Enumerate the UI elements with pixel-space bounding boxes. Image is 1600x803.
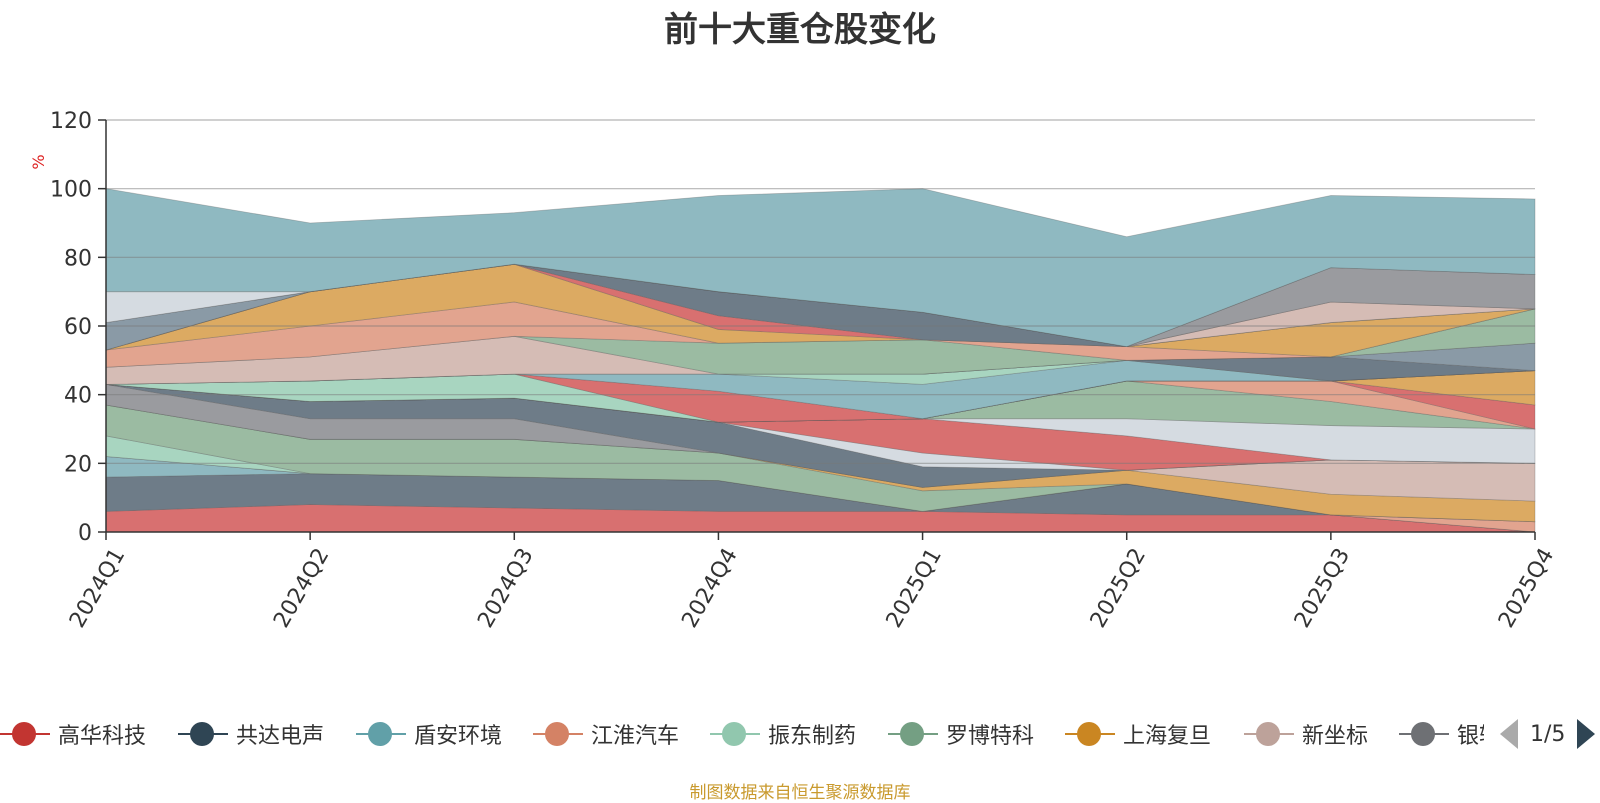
area-series-35 — [105, 188, 1536, 348]
y-tick-label: 0 — [78, 521, 92, 546]
next-page-icon[interactable] — [1577, 719, 1596, 749]
legend-item[interactable]: 共达电声 — [178, 712, 324, 756]
x-tick-label: 2025Q3 — [1290, 544, 1355, 632]
source-note: 制图数据来自恒生聚源数据库 — [689, 783, 911, 803]
legend-item[interactable]: 上海复旦 — [1065, 712, 1211, 756]
y-tick-label: 60 — [64, 315, 92, 340]
legend-marker-icon — [178, 722, 228, 746]
x-tick-label: 2024Q4 — [677, 544, 742, 632]
legend-marker-icon — [533, 722, 583, 746]
legend-marker-icon — [0, 722, 50, 746]
area-series-25 — [105, 335, 1536, 385]
legend-label: 振东制药 — [768, 724, 857, 749]
legend-item[interactable]: 高华科技 — [0, 712, 146, 756]
x-tick-label: 2025Q4 — [1494, 544, 1559, 632]
legend-items: 高华科技 共达电声 盾安环境 江淮汽车 振东制药 罗博特科 上海复旦 新坐标 银轮股份 — [0, 712, 1484, 756]
legend: 高华科技 共达电声 盾安环境 江淮汽车 振东制药 罗博特科 上海复旦 新坐标 银轮股份 1/5 — [0, 712, 1600, 756]
legend-item[interactable]: 江淮汽车 — [533, 712, 679, 756]
legend-marker-icon — [710, 722, 760, 746]
legend-marker-icon — [1065, 722, 1115, 746]
legend-label: 共达电声 — [236, 724, 325, 749]
area-series-24 — [105, 342, 1536, 385]
area-series-4 — [105, 456, 1536, 533]
legend-marker-icon — [1244, 722, 1294, 746]
y-tick-label: 80 — [64, 246, 92, 271]
legend-item[interactable]: 银轮股份 — [1399, 712, 1484, 756]
chart-plot: % 0 20 40 60 80 100 120 2024Q1 2024Q2 2024Q3 2024Q… — [29, 109, 1559, 632]
legend-page-indicator: 1/5 — [1530, 721, 1566, 747]
x-tick-label: 2024Q2 — [269, 544, 334, 632]
x-tick-label: 2024Q1 — [65, 544, 130, 632]
area-series-33 — [105, 263, 1536, 348]
previous-page-icon[interactable] — [1500, 719, 1518, 749]
legend-marker-icon — [356, 722, 406, 746]
y-axis-unit: % — [29, 154, 48, 169]
legend-label: 盾安环境 — [414, 724, 503, 749]
x-tick-label: 2025Q1 — [882, 544, 947, 632]
legend-label: 上海复旦 — [1123, 724, 1212, 749]
x-tick-label: 2025Q2 — [1086, 544, 1151, 632]
y-tick-label: 100 — [50, 178, 92, 203]
area-series — [105, 188, 1536, 533]
legend-label: 高华科技 — [58, 724, 147, 749]
legend-item[interactable]: 振东制药 — [710, 712, 856, 756]
grid-lines — [106, 119, 1535, 464]
legend-item[interactable]: 新坐标 — [1244, 712, 1368, 756]
legend-item[interactable]: 罗博特科 — [888, 712, 1034, 756]
legend-marker-icon — [888, 722, 938, 746]
legend-label: 罗博特科 — [946, 724, 1035, 749]
legend-label: 银轮股份 — [1457, 724, 1484, 749]
legend-item[interactable]: 盾安环境 — [356, 712, 502, 756]
x-tick-label: 2024Q3 — [473, 544, 538, 632]
legend-label: 江淮汽车 — [591, 724, 680, 749]
legend-pager: 1/5 — [1500, 712, 1596, 756]
area-series-27 — [105, 301, 1536, 368]
y-tick-label: 120 — [50, 109, 92, 134]
y-tick-label: 40 — [64, 384, 92, 409]
legend-marker-icon — [1399, 722, 1449, 746]
legend-label: 新坐标 — [1302, 724, 1369, 749]
y-tick-label: 20 — [64, 452, 92, 477]
chart-title: 前十大重仓股变化 — [664, 10, 936, 50]
